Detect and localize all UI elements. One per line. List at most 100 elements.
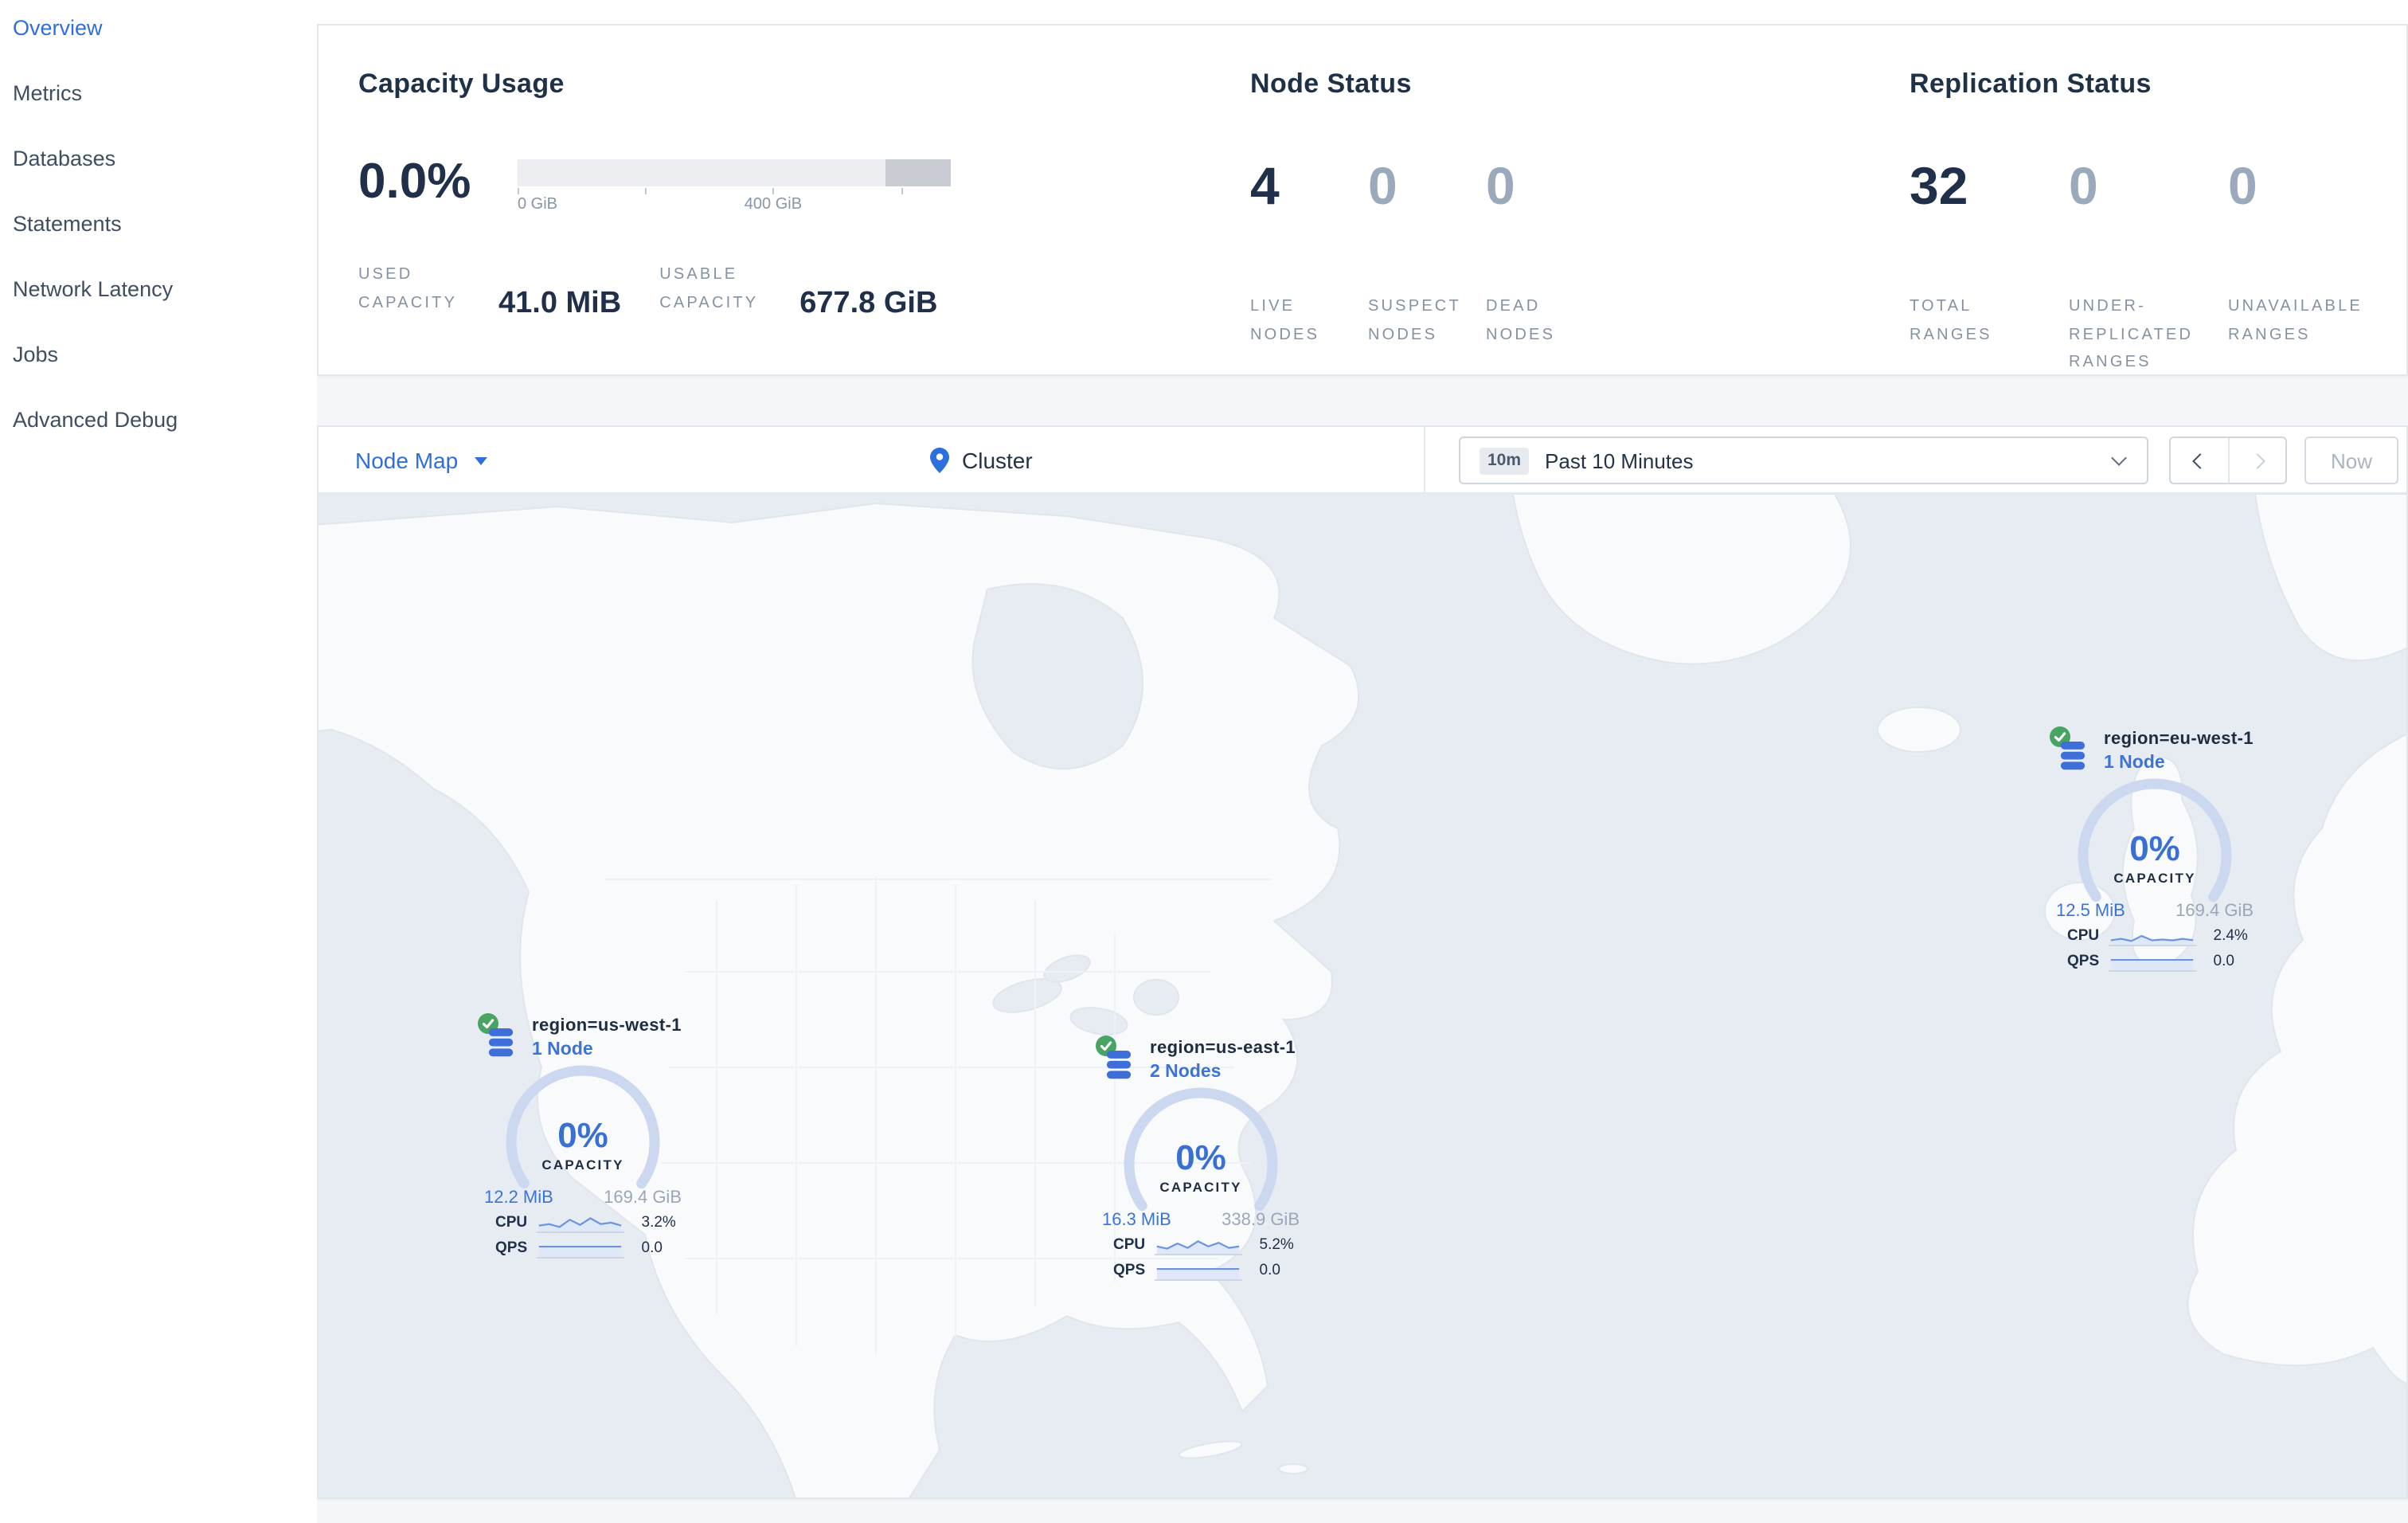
total-capacity: 169.4 GiB bbox=[2175, 902, 2254, 921]
now-button[interactable]: Now bbox=[2304, 437, 2398, 484]
sidebar-item-databases[interactable]: Databases bbox=[13, 147, 116, 170]
sidebar-nav: Overview Metrics Databases Statements Ne… bbox=[0, 0, 317, 452]
capacity-ring bbox=[2078, 778, 2232, 933]
dead-nodes-stat: 0 DEAD NODES bbox=[1486, 156, 1604, 349]
replication-status-title: Replication Status bbox=[1910, 69, 2152, 99]
cpu-value: 2.4% bbox=[2213, 927, 2248, 945]
chevron-left-icon bbox=[2191, 452, 2207, 468]
capacity-caption: CAPACITY bbox=[541, 1157, 624, 1173]
node-map[interactable]: region=us-west-1 1 Node 0% CAPACITY 12.2… bbox=[319, 494, 2406, 1498]
used-capacity: 12.5 MiB bbox=[2056, 902, 2125, 921]
region-marker-eu-west-1[interactable]: region=eu-west-1 1 Node 0% CAPACITY 12.5… bbox=[2050, 726, 2257, 972]
region-nodes-link[interactable]: 2 Nodes bbox=[1150, 1063, 1222, 1082]
capacity-caption: CAPACITY bbox=[2113, 870, 2196, 886]
axis-label-mid: 400 GiB bbox=[744, 196, 803, 213]
unavailable-ranges-stat: 0 UNAVAILABLE RANGES bbox=[2228, 156, 2387, 377]
unavailable-label: UNAVAILABLE RANGES bbox=[2228, 298, 2363, 343]
qps-metric-row: QPS 0.0 bbox=[2053, 951, 2257, 972]
map-pin-icon bbox=[930, 448, 949, 473]
time-step-back-button[interactable] bbox=[2171, 438, 2228, 483]
qps-value: 0.0 bbox=[2213, 953, 2234, 970]
replication-stats: 32 TOTAL RANGES 0 UNDER-REPLICATED RANGE… bbox=[1910, 156, 2387, 377]
capacity-donut: 0% CAPACITY bbox=[1123, 1086, 1279, 1243]
used-capacity: 12.2 MiB bbox=[484, 1188, 553, 1208]
sidebar-item-jobs[interactable]: Jobs bbox=[13, 343, 59, 366]
breadcrumb[interactable]: Cluster bbox=[930, 427, 1033, 494]
axis-tick bbox=[645, 188, 647, 194]
usable-capacity-value: 677.8 GiB bbox=[799, 287, 938, 320]
cpu-label: CPU bbox=[495, 1214, 528, 1231]
donut-center: 0% CAPACITY bbox=[2077, 777, 2233, 934]
caret-down-icon bbox=[474, 456, 487, 464]
region-marker-us-west-1[interactable]: region=us-west-1 1 Node 0% CAPACITY 12.2… bbox=[478, 1013, 685, 1259]
cpu-sparkline bbox=[537, 1217, 624, 1233]
suspect-nodes-stat: 0 SUSPECT NODES bbox=[1368, 156, 1486, 349]
region-marker-us-east-1[interactable]: region=us-east-1 2 Nodes 0% CAPACITY 16.… bbox=[1096, 1036, 1303, 1281]
used-capacity: 16.3 MiB bbox=[1102, 1211, 1171, 1230]
sidebar-item-network-latency[interactable]: Network Latency bbox=[13, 277, 174, 301]
used-capacity-value: 41.0 MiB bbox=[498, 287, 622, 320]
qps-value: 0.0 bbox=[1259, 1262, 1280, 1279]
sidebar-item-overview[interactable]: Overview bbox=[13, 16, 103, 40]
axis-tick bbox=[901, 188, 903, 194]
capacity-percent: 0.0% bbox=[358, 153, 471, 209]
unavailable-value: 0 bbox=[2228, 156, 2258, 215]
breadcrumb-label: Cluster bbox=[962, 448, 1033, 473]
under-replicated-value: 0 bbox=[2069, 156, 2098, 215]
capacity-percent: 0% bbox=[557, 1115, 608, 1155]
cpu-metric-row: CPU 5.2% bbox=[1099, 1235, 1303, 1255]
region-header: region=us-west-1 1 Node bbox=[478, 1013, 685, 1061]
region-header: region=eu-west-1 1 Node bbox=[2050, 726, 2257, 774]
total-ranges-label: TOTAL RANGES bbox=[1910, 298, 1992, 343]
used-capacity-stat: USED CAPACITY 41.0 MiB bbox=[358, 261, 621, 320]
capacity-bar-reserved-segment bbox=[885, 159, 951, 186]
sidebar-item-metrics[interactable]: Metrics bbox=[13, 81, 82, 105]
sidebar-item-statements[interactable]: Statements bbox=[13, 212, 122, 236]
time-range-label: Past 10 Minutes bbox=[1545, 448, 1694, 472]
time-step-forward-button[interactable] bbox=[2228, 438, 2285, 483]
region-nodes-link[interactable]: 1 Node bbox=[532, 1040, 593, 1059]
capacity-line: 12.5 MiB 169.4 GiB bbox=[2053, 902, 2257, 921]
node-status-panel: Node Status 4 LIVE NODES 0 SUSPECT NODES… bbox=[1250, 69, 1604, 349]
view-mode-dropdown[interactable]: Node Map bbox=[355, 427, 487, 494]
database-stack-icon bbox=[488, 1028, 514, 1057]
qps-sparkline bbox=[1155, 1267, 1242, 1281]
usable-capacity-label: USABLE CAPACITY bbox=[659, 266, 759, 311]
time-range-dropdown[interactable]: 10m Past 10 Minutes bbox=[1459, 437, 2148, 484]
region-nodes-link[interactable]: 1 Node bbox=[2104, 754, 2165, 773]
replication-status-panel: Replication Status 32 TOTAL RANGES 0 UND… bbox=[1910, 69, 2387, 377]
live-nodes-value: 4 bbox=[1250, 156, 1280, 215]
cpu-metric-row: CPU 3.2% bbox=[481, 1212, 685, 1233]
capacity-bar: 0 GiB 400 GiB bbox=[518, 159, 951, 218]
view-mode-label: Node Map bbox=[355, 448, 459, 473]
live-nodes-label: LIVE NODES bbox=[1250, 298, 1320, 343]
dead-nodes-value: 0 bbox=[1486, 156, 1515, 215]
capacity-percent: 0% bbox=[1175, 1137, 1226, 1177]
region-name: region=eu-west-1 bbox=[2104, 730, 2254, 749]
region-meta: region=us-west-1 1 Node bbox=[532, 1013, 685, 1059]
chevron-right-icon bbox=[2250, 452, 2265, 468]
capacity-ring bbox=[506, 1065, 660, 1220]
region-name: region=us-east-1 bbox=[1150, 1039, 1296, 1058]
sidebar-item-advanced-debug[interactable]: Advanced Debug bbox=[13, 408, 178, 432]
used-capacity-label: USED CAPACITY bbox=[358, 266, 458, 311]
node-status-stats: 4 LIVE NODES 0 SUSPECT NODES 0 DEAD NODE… bbox=[1250, 156, 1604, 349]
capacity-usage-panel: Capacity Usage 0.0% 0 GiB 400 GiB bbox=[358, 69, 975, 320]
database-stack-icon bbox=[2060, 742, 2086, 770]
capacity-usage-row: 0.0% 0 GiB 400 GiB bbox=[358, 153, 975, 218]
suspect-nodes-value: 0 bbox=[1368, 156, 1398, 215]
capacity-ring bbox=[1124, 1087, 1278, 1242]
capacity-donut: 0% CAPACITY bbox=[505, 1064, 661, 1220]
capacity-axis: 0 GiB 400 GiB bbox=[518, 186, 951, 218]
donut-center: 0% CAPACITY bbox=[1123, 1086, 1279, 1243]
qps-label: QPS bbox=[495, 1239, 528, 1257]
cpu-label: CPU bbox=[1113, 1236, 1146, 1254]
capacity-line: 16.3 MiB 338.9 GiB bbox=[1099, 1211, 1303, 1230]
qps-sparkline bbox=[537, 1245, 624, 1259]
total-capacity: 169.4 GiB bbox=[604, 1188, 682, 1208]
cpu-label: CPU bbox=[2067, 927, 2100, 945]
under-replicated-label: UNDER-REPLICATED RANGES bbox=[2069, 298, 2194, 371]
capacity-caption: CAPACITY bbox=[1159, 1179, 1242, 1195]
cluster-summary-card: Capacity Usage 0.0% 0 GiB 400 GiB bbox=[317, 24, 2408, 376]
